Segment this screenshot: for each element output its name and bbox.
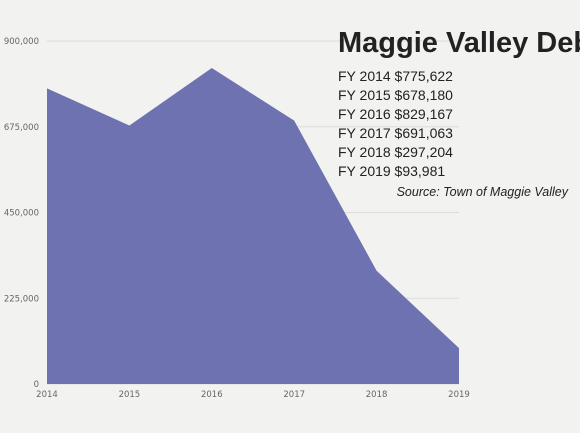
source-note: Source: Town of Maggie Valley	[397, 185, 569, 199]
y-tick-label: 900,000	[4, 37, 39, 47]
debt-area-series	[47, 67, 459, 385]
y-axis-ticks: 0 225,000 450,000 675,000 900,000	[4, 37, 39, 390]
x-tick-label: 2015	[119, 390, 141, 400]
x-tick-label: 2017	[283, 390, 305, 400]
x-tick-label: 2016	[201, 390, 223, 400]
annotation-fy2019: FY 2019 $93,981	[338, 163, 445, 179]
x-tick-label: 2018	[366, 390, 388, 400]
y-tick-label: 225,000	[4, 294, 39, 304]
annotation-fy2017: FY 2017 $691,063	[338, 125, 453, 141]
annotation-fy2018: FY 2018 $297,204	[338, 144, 453, 160]
annotation-fy2014: FY 2014 $775,622	[338, 68, 453, 84]
annotation-fy2016: FY 2016 $829,167	[338, 106, 453, 122]
y-tick-label: 450,000	[4, 209, 39, 219]
x-axis-ticks: 2014 2015 2016 2017 2018 2019	[36, 390, 470, 400]
annotation-fy2015: FY 2015 $678,180	[338, 87, 453, 103]
chart-title: Maggie Valley Debt	[338, 27, 580, 59]
annotation-block: FY 2014 $775,622 FY 2015 $678,180 FY 201…	[338, 68, 569, 199]
x-tick-label: 2014	[36, 390, 58, 400]
y-tick-label: 675,000	[4, 123, 39, 133]
x-tick-label: 2019	[448, 390, 470, 400]
y-tick-label: 0	[34, 380, 39, 390]
